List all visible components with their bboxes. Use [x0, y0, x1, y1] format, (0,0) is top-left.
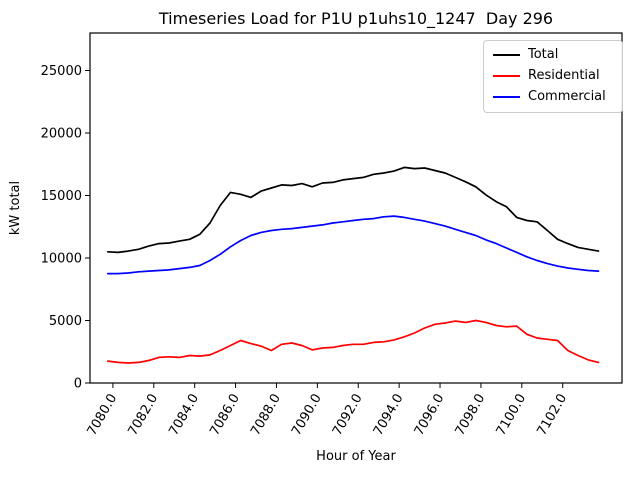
x-tick-label: 7084.0: [166, 392, 202, 439]
legend-label-residential: Residential: [528, 68, 600, 83]
y-tick-label: 0: [74, 377, 82, 392]
x-tick-label: 7102.0: [534, 392, 570, 439]
y-axis-label: kW total: [8, 181, 23, 235]
series-line-total: [106, 166, 600, 254]
x-tick-label: 7100.0: [494, 392, 530, 439]
y-tick-label: 5000: [49, 314, 82, 329]
legend-label-total: Total: [528, 47, 559, 62]
legend-swatch-residential: [493, 75, 520, 77]
x-tick-label: 7086.0: [207, 392, 243, 439]
legend-label-commercial: Commercial: [528, 89, 606, 104]
x-tick-label: 7082.0: [126, 392, 162, 439]
legend-swatch-commercial: [493, 96, 520, 98]
x-tick-label: 7090.0: [289, 392, 325, 439]
y-tick-label: 25000: [41, 64, 82, 79]
y-tick-label: 20000: [41, 127, 82, 142]
x-tick-label: 7094.0: [371, 392, 407, 439]
y-tick-label: 10000: [41, 252, 82, 267]
x-tick-label: 7092.0: [330, 392, 366, 439]
legend-swatch-total: [493, 54, 520, 56]
series-line-residential: [106, 319, 600, 364]
x-tick-label: 7096.0: [412, 392, 448, 439]
legend-item-residential: Residential: [493, 69, 613, 83]
x-axis-label: Hour of Year: [316, 449, 396, 464]
x-tick-label: 7080.0: [85, 392, 121, 439]
x-tick-label: 7088.0: [248, 392, 284, 439]
legend: Total Residential Commercial: [483, 40, 623, 113]
series-line-commercial: [106, 215, 600, 275]
legend-item-total: Total: [493, 48, 613, 62]
plot-border: [89, 32, 623, 384]
y-tick-label: 15000: [41, 189, 82, 204]
plot-layer: [106, 166, 600, 364]
x-tick-label: 7098.0: [453, 392, 489, 439]
chart-title: Timeseries Load for P1U p1uhs10_1247 Day…: [158, 9, 553, 29]
legend-item-commercial: Commercial: [493, 90, 613, 104]
